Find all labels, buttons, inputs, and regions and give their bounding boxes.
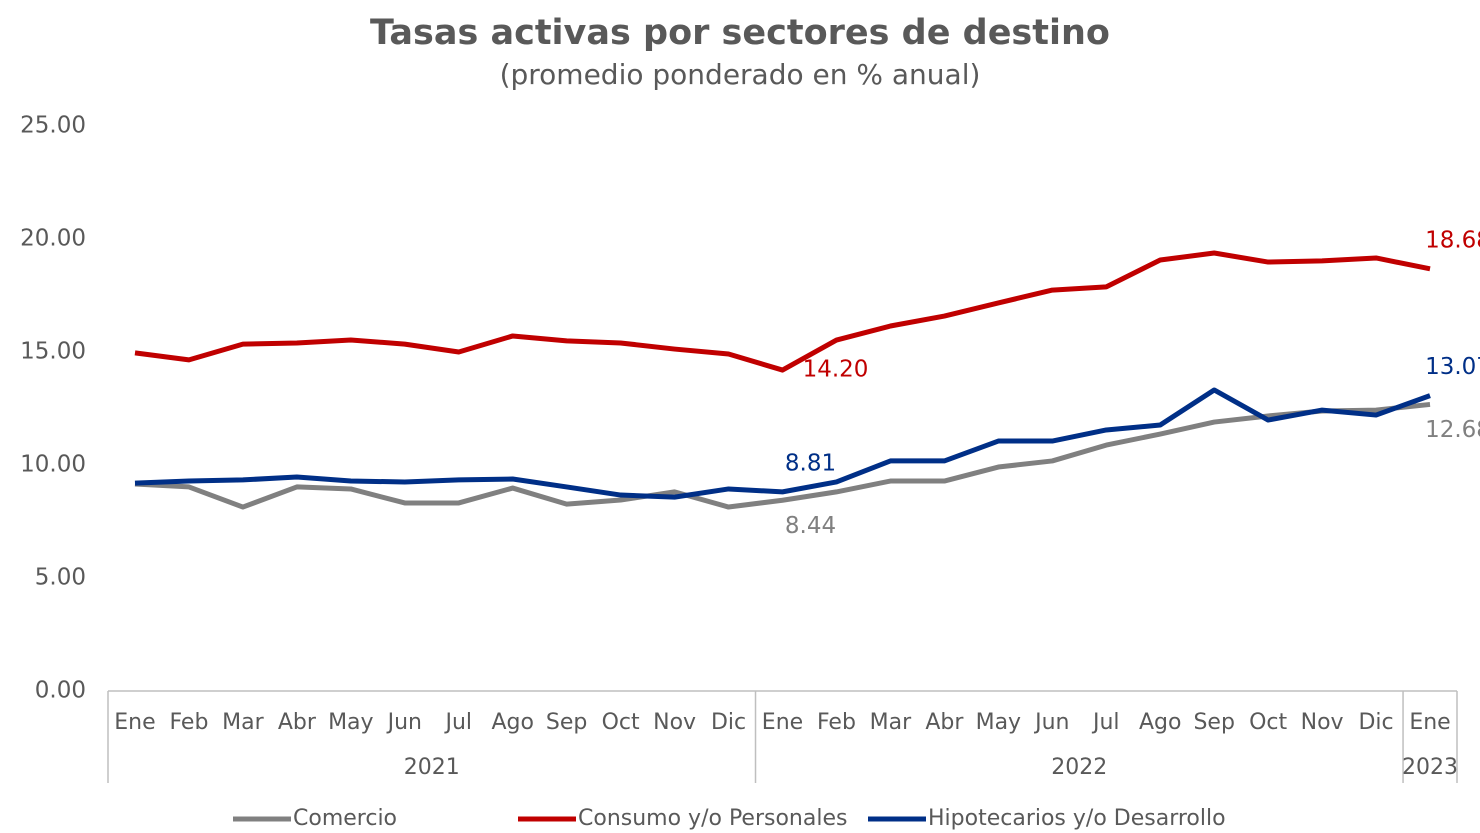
x-tick-label: Sep — [1193, 710, 1234, 735]
series-line — [134, 250, 1431, 373]
x-tick-label: Ene — [1409, 710, 1450, 735]
x-tick-label: Feb — [169, 710, 208, 735]
x-tick-label: Oct — [602, 710, 640, 735]
series-line — [134, 387, 1431, 500]
x-tick-label: Sep — [546, 710, 587, 735]
x-tick-label: Ago — [491, 710, 533, 735]
x-tick-label: Ago — [1139, 710, 1181, 735]
y-tick-label: 10.00 — [20, 452, 86, 478]
year-label: 2023 — [1402, 755, 1458, 780]
legend-label: Hipotecarios y/o Desarrollo — [928, 806, 1226, 831]
y-tick-label: 5.00 — [35, 565, 86, 591]
data-label: 12.68 — [1425, 417, 1480, 443]
x-tick-label: Jun — [386, 710, 422, 735]
data-label: 13.07 — [1425, 354, 1480, 380]
x-tick-label: May — [328, 710, 373, 735]
y-tick-label: 0.00 — [35, 678, 86, 704]
x-tick-label: Nov — [653, 710, 696, 735]
series-line — [134, 401, 1431, 510]
x-tick-label: Feb — [817, 710, 856, 735]
data-label: 18.68 — [1425, 227, 1480, 253]
x-tick-label: Jun — [1033, 710, 1069, 735]
x-tick-label: Mar — [222, 710, 264, 735]
x-tick-label: Jul — [443, 710, 472, 735]
x-tick-label: Abr — [925, 710, 964, 735]
y-tick-label: 25.00 — [20, 113, 86, 139]
chart-subtitle: (promedio ponderado en % anual) — [500, 58, 981, 91]
y-tick-label: 20.00 — [20, 226, 86, 252]
x-tick-label: Mar — [870, 710, 912, 735]
data-label: 8.44 — [785, 513, 836, 539]
y-tick-label: 15.00 — [20, 339, 86, 365]
x-tick-label: Nov — [1301, 710, 1344, 735]
x-tick-label: May — [976, 710, 1021, 735]
year-label: 2021 — [404, 755, 460, 780]
x-tick-label: Oct — [1249, 710, 1287, 735]
chart-title: Tasas activas por sectores de destino — [370, 13, 1110, 53]
x-tick-label: Jul — [1091, 710, 1120, 735]
x-tick-label: Abr — [278, 710, 317, 735]
year-label: 2022 — [1051, 755, 1107, 780]
legend-label: Comercio — [293, 806, 397, 831]
data-label: 14.20 — [803, 357, 869, 383]
legend-label: Consumo y/o Personales — [578, 806, 847, 831]
x-tick-label: Ene — [762, 710, 803, 735]
data-label: 8.81 — [785, 450, 836, 476]
x-tick-label: Ene — [114, 710, 155, 735]
x-tick-label: Dic — [1358, 710, 1393, 735]
x-tick-label: Dic — [711, 710, 746, 735]
